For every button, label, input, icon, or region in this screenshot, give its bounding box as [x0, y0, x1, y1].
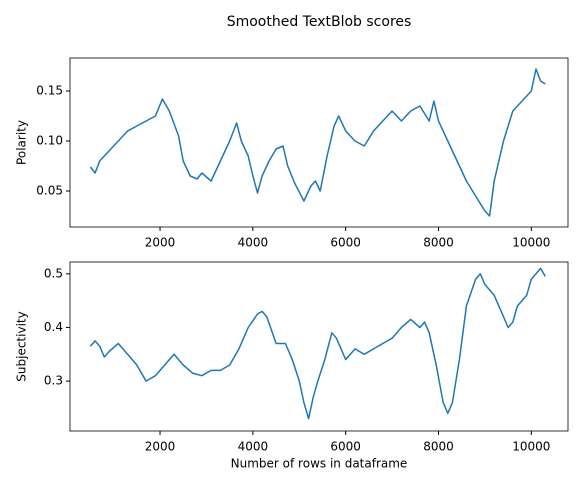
y-tick-label: 0.05 — [36, 184, 63, 198]
y-tick-label: 0.15 — [36, 84, 63, 98]
x-tick-label: 2000 — [145, 440, 176, 454]
axes-frame — [69, 57, 569, 228]
y-tick-label: 0.4 — [44, 320, 63, 334]
line-series — [89, 267, 546, 420]
y-axis-label: Polarity — [15, 120, 29, 165]
y-tick-label: 0.3 — [44, 374, 63, 388]
y-axis-label: Subjectivity — [15, 311, 29, 381]
x-tick-label: 6000 — [330, 440, 361, 454]
x-tick-label: 6000 — [330, 236, 361, 250]
x-tick-label: 8000 — [423, 440, 454, 454]
x-tick-label: 2000 — [145, 236, 176, 250]
x-axis-label: Number of rows in dataframe — [231, 457, 408, 471]
line-series — [89, 68, 546, 217]
x-tick-label: 8000 — [423, 236, 454, 250]
x-tick-label: 4000 — [238, 440, 269, 454]
y-tick-label: 0.5 — [44, 266, 63, 280]
y-tick-label: 0.10 — [36, 134, 63, 148]
x-tick-label: 4000 — [238, 236, 269, 250]
x-tick-label: 10000 — [512, 236, 550, 250]
axes-frame — [69, 261, 569, 432]
x-tick-label: 10000 — [512, 440, 550, 454]
figure-title: Smoothed TextBlob scores — [227, 14, 412, 30]
